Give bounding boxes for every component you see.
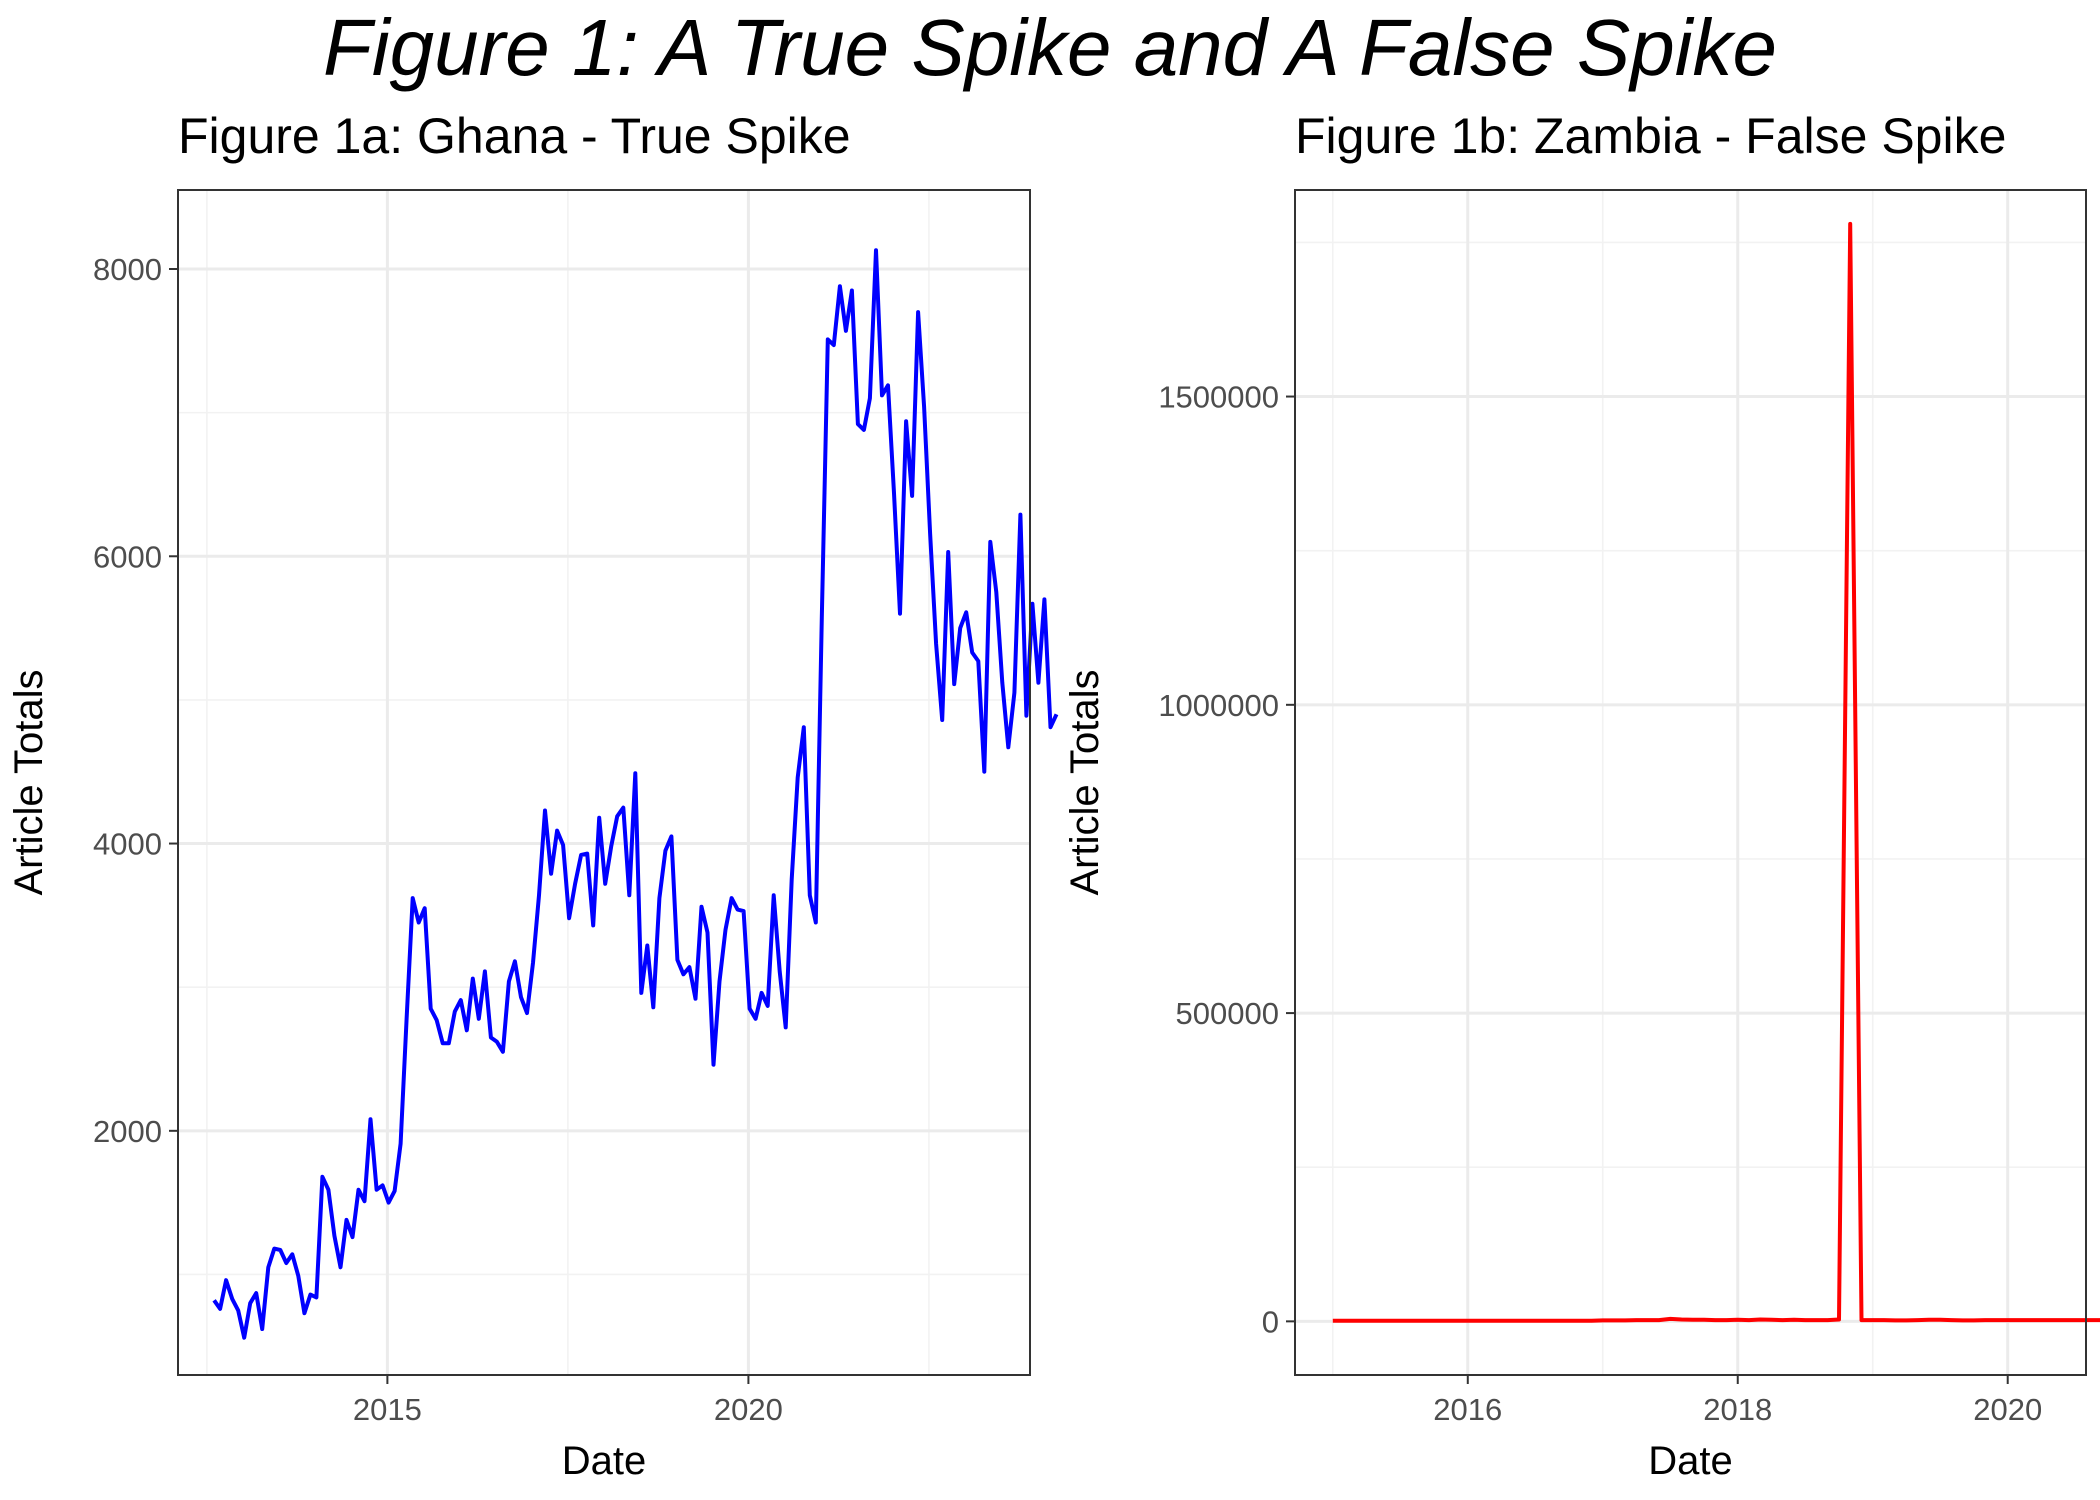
y-tick-label: 2000	[93, 1114, 162, 1149]
chart-panel-2: 2016 2018 2020 0 500000 1000000 1500000 Figure …	[1063, 108, 2100, 1483]
panel-border	[1294, 189, 2087, 1376]
x-axis-label: Date	[1648, 1439, 1733, 1483]
y-tick-label: 4000	[93, 827, 162, 862]
panel-title: Figure 1a: Ghana - True Spike	[178, 108, 851, 164]
panel-border	[177, 189, 1031, 1376]
y-tick-label: 500000	[1176, 996, 1279, 1031]
figure-title: Figure 1: A True Spike and A False Spike	[322, 3, 1778, 92]
x-tick-label: 2018	[1703, 1392, 1772, 1427]
data-series-line	[212, 248, 1059, 1340]
panel-title: Figure 1b: Zambia - False Spike	[1295, 108, 2006, 164]
y-tick-label: 0	[1262, 1304, 1279, 1339]
y-axis-label: Article Totals	[1063, 669, 1107, 895]
x-tick-label: 2020	[714, 1392, 783, 1427]
x-tick-label: 2015	[353, 1392, 422, 1427]
y-axis-label: Article Totals	[7, 669, 51, 895]
x-axis-label: Date	[562, 1439, 647, 1483]
y-tick-label: 1500000	[1158, 380, 1279, 415]
x-tick-label: 2020	[1973, 1392, 2042, 1427]
chart-panel-1: 2015 2020 2000 4000 6000 8000 Figure 1a: Ghana…	[7, 108, 1059, 1483]
data-series-line	[1332, 221, 2100, 1323]
y-tick-label: 8000	[93, 252, 162, 287]
x-tick-label: 2016	[1433, 1392, 1502, 1427]
y-tick-label: 6000	[93, 539, 162, 574]
y-tick-label: 1000000	[1158, 688, 1279, 723]
